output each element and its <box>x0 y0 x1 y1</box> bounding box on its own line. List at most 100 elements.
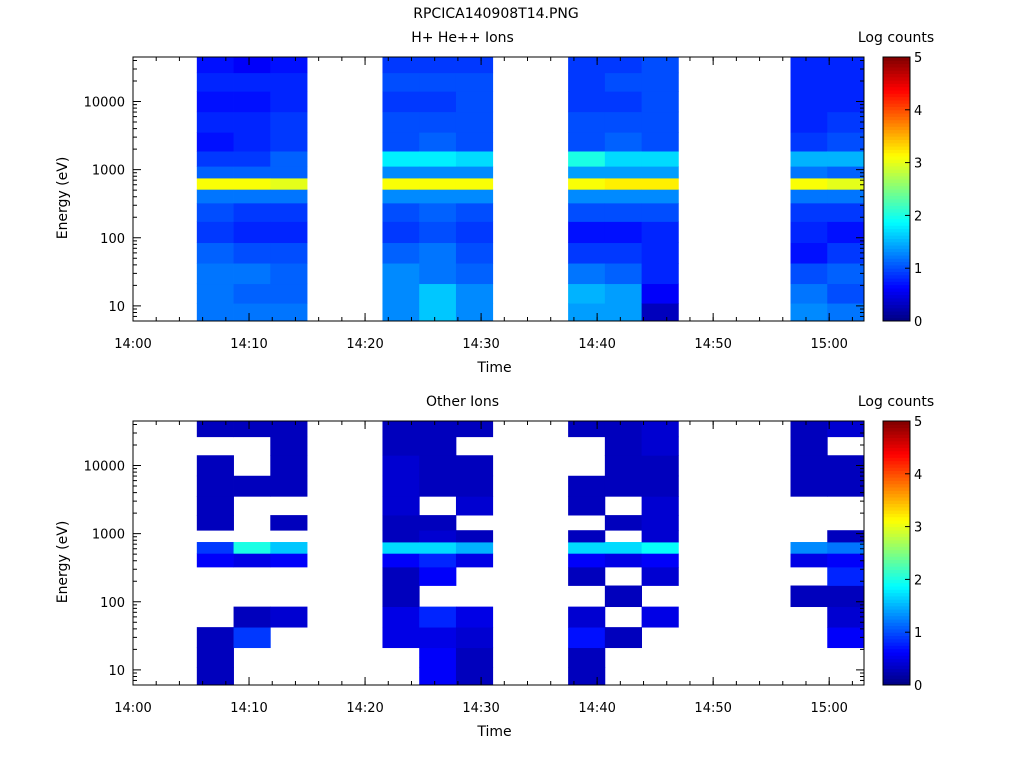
colorbar-segment <box>883 490 910 495</box>
heatmap-cell <box>233 627 271 649</box>
heatmap-cell <box>604 242 642 264</box>
heatmap-cell <box>641 57 679 74</box>
heatmap-cell <box>455 178 494 190</box>
heatmap-cell <box>604 283 642 304</box>
heatmap-cell <box>382 553 420 568</box>
colorbar-segment <box>883 146 910 150</box>
figure-title: RPCICA140908T14.PNG <box>413 6 578 22</box>
heatmap-cell <box>641 606 679 628</box>
heatmap-cell <box>233 57 271 74</box>
heatmap-cell <box>419 475 457 497</box>
heatmap-cell <box>382 566 420 586</box>
heatmap-cell <box>641 202 679 222</box>
heatmap-cell <box>382 57 420 74</box>
colorbar-segment <box>883 212 910 216</box>
heatmap-cell <box>196 166 234 179</box>
x-tick-label: 14:30 <box>462 337 499 352</box>
heatmap-cell <box>790 57 828 74</box>
heatmap-cell <box>196 242 234 264</box>
colorbar-segment <box>883 271 910 276</box>
heatmap-cell <box>419 202 457 222</box>
colorbar-segment <box>883 460 910 465</box>
colorbar-segment <box>883 592 910 597</box>
colorbar-tick-label: 0 <box>914 679 922 694</box>
heatmap-cell <box>196 627 234 649</box>
heatmap-cell <box>641 475 679 497</box>
heatmap-cell <box>641 151 679 167</box>
heatmap-cell <box>604 436 642 456</box>
heatmap-cell <box>270 72 308 92</box>
colorbar-segment <box>883 638 910 643</box>
colorbar-segment <box>883 539 910 544</box>
heatmap-cell <box>419 132 457 152</box>
colorbar-segment <box>883 301 910 305</box>
heatmap-cell <box>455 263 494 285</box>
heatmap-cell <box>382 151 420 167</box>
heatmap-cell <box>419 647 457 668</box>
heatmap-cell <box>790 283 828 304</box>
colorbar-frame <box>882 56 911 322</box>
colorbar-segment <box>883 258 910 263</box>
heatmap-cell <box>382 515 420 531</box>
colorbar-segment <box>883 477 910 481</box>
heatmap-cell <box>455 647 494 668</box>
heatmap-cell <box>196 57 234 74</box>
heatmap-cell <box>641 542 679 554</box>
colorbar-segment <box>883 454 910 458</box>
heatmap-cell <box>455 667 494 686</box>
heatmap-cell <box>270 475 308 497</box>
colorbar-segment <box>883 225 910 230</box>
colorbar-segment <box>883 661 910 666</box>
heatmap-cell <box>455 111 494 133</box>
colorbar-segment <box>883 228 910 233</box>
heatmap-cell <box>419 627 457 649</box>
colorbar-segment <box>883 284 910 289</box>
colorbar-segment <box>883 566 910 570</box>
heatmap-cell <box>382 530 420 543</box>
colorbar-segment <box>883 109 910 114</box>
heatmap-cell <box>270 202 308 222</box>
heatmap-cell <box>641 91 679 113</box>
heatmap-cell <box>568 151 606 167</box>
heatmap-cell <box>270 283 308 304</box>
heatmap-cell <box>270 132 308 152</box>
colorbar-segment <box>883 73 910 78</box>
heatmap-cell <box>419 515 457 531</box>
colorbar-segment <box>883 652 910 656</box>
heatmap-cell <box>568 496 606 516</box>
heatmap-cell <box>604 202 642 222</box>
colorbar-segment <box>883 86 910 91</box>
heatmap-cell <box>568 283 606 304</box>
colorbar-segment <box>883 231 910 236</box>
colorbar-segment <box>883 251 910 256</box>
heatmap-cell <box>382 178 420 190</box>
colorbar-segment <box>883 278 910 282</box>
y-tick-label: 10000 <box>84 96 125 111</box>
x-tick-label: 14:10 <box>230 701 267 716</box>
heatmap-cell <box>270 303 308 322</box>
colorbar-segment <box>883 80 910 84</box>
heatmap-cell <box>233 606 271 628</box>
colorbar-segment <box>883 261 910 266</box>
colorbar-segment <box>883 172 910 177</box>
heatmap-cell <box>196 303 234 322</box>
colorbar-segment <box>883 569 910 574</box>
heatmap-cell <box>233 166 271 179</box>
heatmap-cell <box>827 189 865 204</box>
colorbar-segment <box>883 241 910 246</box>
heatmap-cell <box>382 202 420 222</box>
heatmap-cell <box>382 496 420 516</box>
heatmap-cell <box>196 515 234 531</box>
heatmap-cell <box>196 189 234 204</box>
colorbar-segment <box>883 162 910 167</box>
heatmap-cell <box>419 542 457 554</box>
colorbar-segment <box>883 159 910 164</box>
heatmap-cell <box>455 242 494 264</box>
heatmap-cell <box>604 57 642 74</box>
heatmap-cell <box>827 455 865 477</box>
heatmap-cell <box>270 606 308 628</box>
heatmap-cell <box>604 263 642 285</box>
heatmap-cell <box>790 436 828 456</box>
colorbar-segment <box>883 123 910 127</box>
